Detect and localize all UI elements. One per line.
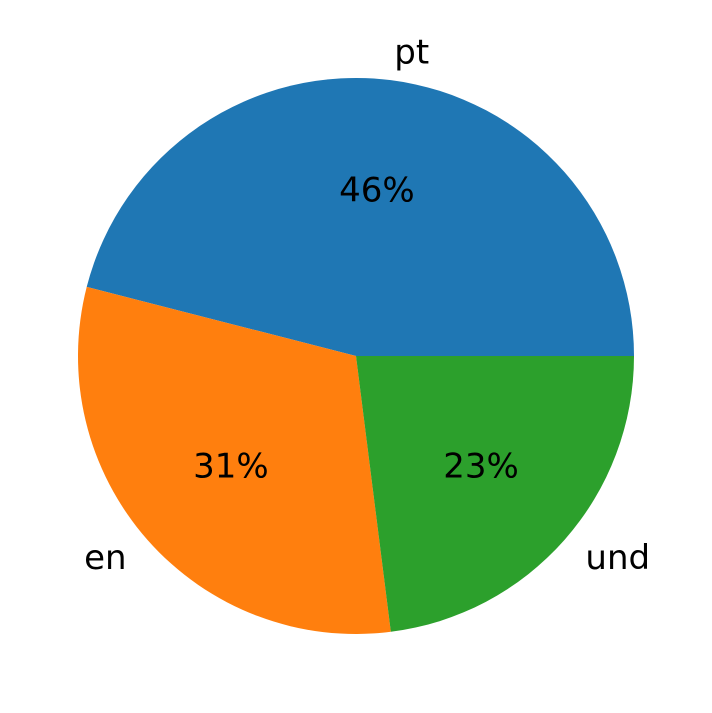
pie-category-label-pt: pt (394, 33, 429, 73)
pie-pct-label-und: 23% (443, 446, 519, 486)
pie-category-label-en: en (84, 538, 126, 578)
pie-slice-pt (86, 77, 635, 356)
pie-category-label-und: und (585, 538, 650, 578)
pie-slice-en (77, 286, 391, 635)
pie-pct-label-en: 31% (193, 446, 269, 486)
pie-pct-label-pt: 46% (339, 171, 415, 211)
pie-slice-und (356, 356, 634, 632)
